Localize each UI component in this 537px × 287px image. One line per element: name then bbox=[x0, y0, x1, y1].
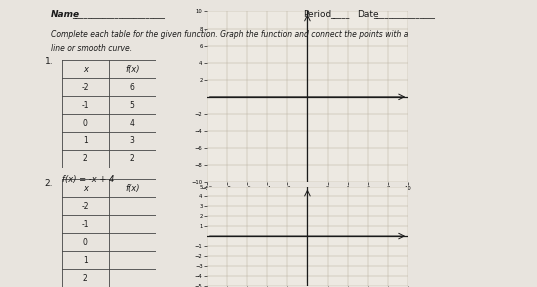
Text: 1: 1 bbox=[83, 256, 88, 265]
Text: x: x bbox=[83, 184, 88, 193]
Text: 5: 5 bbox=[130, 101, 135, 110]
Text: x: x bbox=[83, 65, 88, 74]
Text: 0: 0 bbox=[83, 238, 88, 247]
Text: f(x) = -x + 4: f(x) = -x + 4 bbox=[62, 175, 114, 184]
Text: 0: 0 bbox=[83, 119, 88, 127]
Text: f(x): f(x) bbox=[125, 184, 140, 193]
Text: Date: Date bbox=[357, 10, 379, 19]
Text: -2: -2 bbox=[82, 202, 89, 211]
Text: -1: -1 bbox=[82, 101, 89, 110]
Text: 4: 4 bbox=[130, 119, 135, 127]
Text: line or smooth curve.: line or smooth curve. bbox=[51, 44, 132, 53]
Text: 3: 3 bbox=[130, 137, 135, 146]
Text: ________________________: ________________________ bbox=[72, 10, 165, 19]
Text: 2: 2 bbox=[83, 154, 88, 163]
Text: 2: 2 bbox=[83, 274, 88, 282]
Text: 1.: 1. bbox=[45, 57, 53, 66]
Text: Name: Name bbox=[51, 10, 80, 19]
Text: -2: -2 bbox=[82, 83, 89, 92]
Text: 6: 6 bbox=[130, 83, 135, 92]
Text: 1: 1 bbox=[83, 137, 88, 146]
Text: Complete each table for the given function. Graph the function and connect the p: Complete each table for the given functi… bbox=[51, 30, 409, 39]
Text: -1: -1 bbox=[82, 220, 89, 229]
Text: Period: Period bbox=[303, 10, 332, 19]
Text: f(x): f(x) bbox=[125, 65, 140, 74]
Text: 2: 2 bbox=[130, 154, 135, 163]
Text: _____: _____ bbox=[330, 10, 350, 19]
Text: 2.: 2. bbox=[45, 179, 53, 188]
Text: ________________: ________________ bbox=[373, 10, 435, 19]
